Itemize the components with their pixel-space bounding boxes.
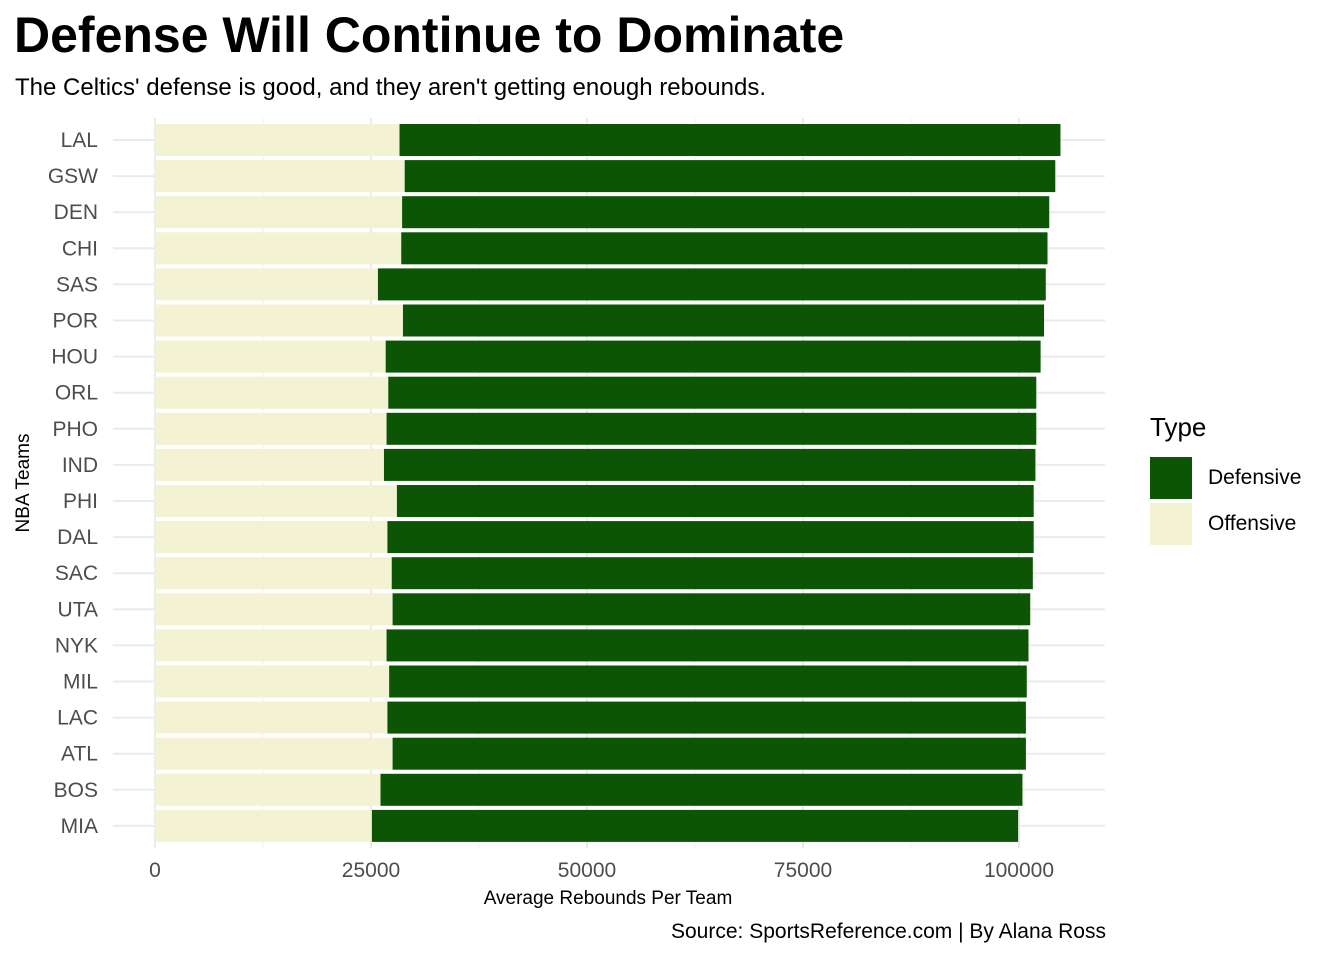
y-tick-label: LAC [57, 707, 98, 730]
bar-defensive-sas [377, 268, 1046, 301]
bar-offensive-phi [155, 485, 397, 517]
y-tick-label: GSW [48, 165, 98, 188]
bar-offensive-lal [155, 124, 400, 156]
bar-defensive-atl [392, 737, 1026, 770]
bar-offensive-bos [155, 773, 381, 806]
bar-defensive-por [402, 304, 1045, 337]
y-tick-label: ORL [55, 382, 98, 405]
bar-defensive-phi [396, 485, 1034, 517]
bar-offensive-sas [155, 268, 378, 301]
bar-defensive-gsw [404, 160, 1056, 193]
bars [155, 124, 1061, 842]
y-tick-label: SAS [56, 273, 98, 296]
bar-offensive-sac [155, 557, 392, 590]
y-tick-label: BOS [54, 779, 98, 802]
legend-swatch-defensive [1150, 457, 1192, 499]
y-tick-label: DAL [57, 526, 98, 549]
x-axis-label: Average Rebounds Per Team [484, 888, 733, 909]
legend-title: Type [1150, 412, 1207, 442]
bar-offensive-pho [155, 412, 387, 445]
bar-defensive-nyk [386, 629, 1029, 662]
bar-offensive-chi [155, 232, 402, 265]
bar-defensive-orl [388, 376, 1037, 409]
bar-defensive-bos [380, 773, 1023, 806]
y-tick-label: MIA [61, 815, 98, 838]
x-tick-label: 50000 [558, 859, 616, 882]
bar-defensive-mil [389, 665, 1027, 698]
y-tick-labels: LAL GSW DEN CHI SAS POR HOU ORL PHO IND PHI DAL SAC U… [48, 129, 98, 838]
bar-offensive-gsw [155, 160, 405, 193]
y-tick-label: LAL [61, 129, 98, 152]
legend-swatch-offensive [1150, 503, 1192, 545]
legend-item-offensive: Offensive [1150, 501, 1301, 547]
bar-offensive-lac [155, 701, 388, 734]
legend-item-defensive: Defensive [1150, 455, 1301, 501]
bar-defensive-uta [392, 593, 1031, 626]
bar-defensive-pho [386, 412, 1037, 445]
bar-offensive-uta [155, 593, 393, 626]
bar-offensive-mil [155, 665, 390, 698]
x-tick-label: 75000 [774, 859, 832, 882]
bar-defensive-lal [399, 124, 1061, 156]
bar-offensive-mia [155, 809, 372, 842]
y-axis-label: NBA Teams [13, 434, 34, 533]
x-tick-label: 25000 [342, 859, 400, 882]
bar-offensive-den [155, 196, 403, 229]
y-tick-label: ATL [61, 743, 98, 766]
y-tick-label: CHI [62, 237, 98, 260]
bar-defensive-chi [401, 232, 1048, 265]
legend-label-defensive: Defensive [1208, 466, 1302, 489]
bar-offensive-ind [155, 448, 384, 481]
x-tick-labels: 0 25000 50000 75000 100000 [149, 859, 1054, 882]
x-tick-label: 100000 [984, 859, 1054, 882]
y-tick-label: UTA [58, 598, 98, 621]
bar-defensive-den [402, 196, 1050, 229]
y-tick-label: POR [52, 310, 98, 333]
bar-offensive-atl [155, 737, 393, 770]
y-tick-label: PHI [63, 490, 98, 513]
bar-defensive-lac [387, 701, 1026, 734]
chart-title: Defense Will Continue to Dominate [14, 7, 845, 63]
y-tick-label: SAC [55, 562, 98, 585]
x-tick-label: 0 [149, 859, 161, 882]
bar-defensive-hou [385, 340, 1041, 373]
bar-defensive-mia [371, 809, 1019, 842]
bar-offensive-orl [155, 376, 389, 409]
y-tick-label: HOU [51, 346, 98, 369]
bar-offensive-hou [155, 340, 386, 373]
bar-offensive-dal [155, 521, 388, 554]
legend-label-offensive: Offensive [1208, 512, 1297, 535]
chart-caption: Source: SportsReference.com | By Alana R… [671, 920, 1106, 943]
y-tick-label: DEN [54, 201, 98, 224]
bar-defensive-dal [387, 521, 1034, 554]
legend: Type Defensive Offensive [1150, 412, 1301, 547]
bar-offensive-nyk [155, 629, 387, 662]
y-tick-label: PHO [52, 418, 98, 441]
y-tick-label: MIL [63, 671, 98, 694]
bar-defensive-ind [383, 448, 1036, 481]
y-tick-label: NYK [55, 634, 98, 657]
chart-subtitle: The Celtics' defense is good, and they a… [15, 74, 767, 101]
y-tick-label: IND [62, 454, 98, 477]
bar-offensive-por [155, 304, 403, 337]
bar-defensive-sac [391, 557, 1033, 590]
